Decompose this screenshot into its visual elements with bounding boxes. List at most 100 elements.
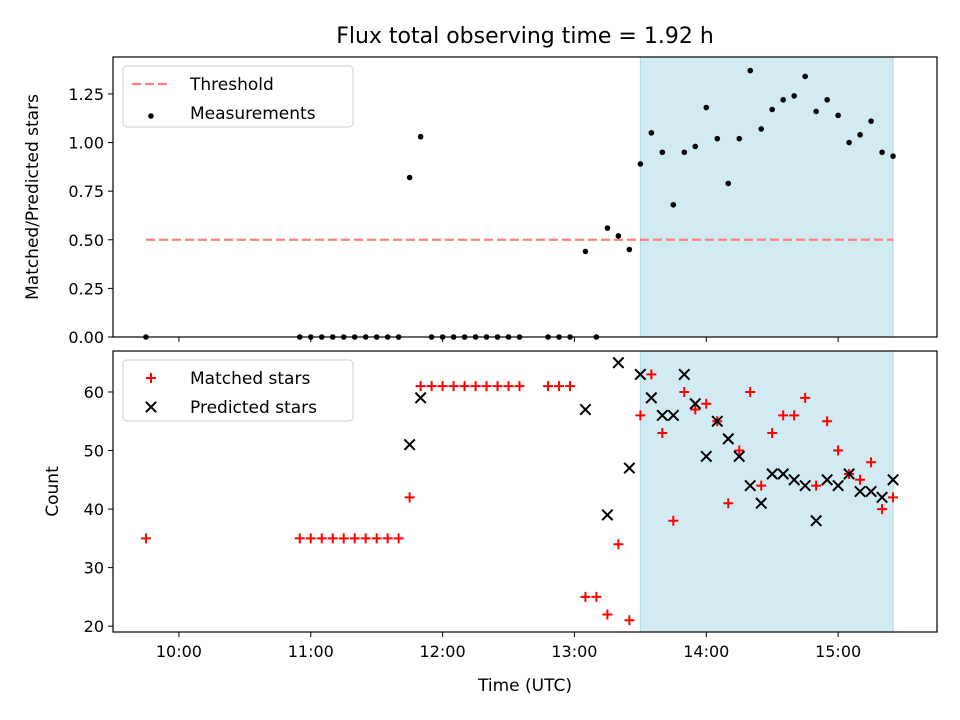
matched-star-point	[690, 404, 701, 415]
measurement-point	[406, 174, 413, 181]
y-tick-label: 0.75	[68, 182, 104, 201]
observing-window-shade	[639, 56, 894, 338]
measurement-point	[681, 149, 688, 156]
matched-star-point	[591, 591, 602, 602]
matched-star-point	[822, 416, 833, 427]
measurement-point	[879, 149, 885, 156]
matched-star-point	[756, 480, 767, 491]
matched-star-point	[877, 504, 888, 515]
matched-star-point	[723, 498, 734, 509]
y-tick-label: 0.00	[68, 328, 104, 347]
matched-star-point	[316, 533, 327, 544]
matched-star-point	[503, 381, 514, 392]
matched-star-point	[866, 457, 877, 468]
predicted-star-point	[887, 473, 899, 486]
figure-title: Flux total observing time = 1.92 h	[336, 24, 714, 49]
legend-measurement-marker	[148, 113, 154, 119]
measurement-point	[725, 180, 732, 187]
x-axis-label: Time (UTC)	[477, 676, 572, 696]
predicted-star-point	[667, 409, 680, 422]
observing-window-shade	[639, 350, 894, 633]
predicted-star-point	[810, 514, 823, 527]
x-tick-label: 14:00	[683, 642, 729, 661]
measurement-point	[857, 131, 863, 138]
matched-star-point	[657, 427, 668, 438]
measurement-point	[835, 112, 841, 119]
count-plot-frame	[112, 350, 938, 633]
matched-star-point	[613, 539, 624, 550]
matched-star-point	[635, 410, 646, 421]
measurement-point	[747, 67, 754, 74]
matched-star-point	[415, 381, 426, 392]
x-tick-label: 12:00	[420, 642, 466, 661]
predicted-star-point	[700, 450, 713, 463]
predicted-star-point	[645, 391, 658, 404]
matched-star-point	[349, 533, 360, 544]
predicted-star-point	[689, 397, 702, 410]
predicted-star-point	[788, 473, 801, 486]
matched-star-point	[437, 381, 448, 392]
predicted-star-point	[799, 479, 812, 492]
matched-star-point	[580, 591, 591, 602]
y-tick-label: 0.25	[68, 279, 104, 298]
measurement-point	[615, 233, 622, 239]
predicted-star-point	[766, 468, 779, 480]
matched-star-point	[481, 381, 492, 392]
predicted-star-point	[601, 509, 614, 521]
x-tick-label: 15:00	[815, 642, 861, 661]
matched-star-point	[679, 386, 690, 397]
predicted-star-point	[403, 438, 416, 451]
shaded-span	[639, 350, 894, 633]
matched-star-point	[404, 492, 415, 503]
matched-star-point	[565, 381, 576, 392]
matched-star-point	[305, 533, 316, 544]
matched-star-point	[393, 533, 404, 544]
matched-star-point	[745, 386, 756, 397]
matched-star-point	[811, 480, 822, 491]
shaded-span	[639, 56, 894, 338]
matched-star-point	[800, 392, 811, 403]
legend-label: Measurements	[190, 104, 316, 124]
measurement-point	[791, 93, 797, 99]
measurement-point	[846, 139, 852, 146]
y-tick-label: 50	[84, 442, 104, 461]
predicted-star-point	[854, 485, 867, 498]
matched-star-point	[646, 369, 657, 380]
count-plot-data	[140, 356, 899, 626]
measurement-point	[780, 96, 786, 103]
predicted-star-point	[678, 368, 691, 381]
predicted-star-point	[733, 450, 746, 463]
matched-star-point	[382, 533, 393, 544]
measurement-point	[417, 133, 424, 140]
ratio-x-ticks	[178, 337, 839, 342]
matched-star-point	[338, 533, 349, 544]
predicted-star-point	[821, 473, 834, 486]
predicted-star-point	[612, 356, 625, 369]
matched-star-point	[470, 381, 481, 392]
matched-star-point	[789, 410, 800, 421]
ratio-legend: Threshold Measurements	[122, 65, 354, 128]
measurement-point	[604, 225, 611, 231]
matched-star-point	[701, 398, 712, 409]
x-tick-label: 13:00	[551, 642, 597, 661]
matched-star-point	[448, 381, 459, 392]
y-tick-label: 1.00	[68, 134, 104, 153]
measurement-point	[890, 153, 896, 159]
y-tick-label: 20	[84, 617, 104, 636]
legend-box	[122, 65, 354, 128]
count-y-ticks: 20 30 40 50 60	[84, 383, 113, 636]
predicted-star-point	[777, 468, 790, 480]
predicted-star-point	[843, 468, 856, 480]
legend-matched-marker	[146, 373, 156, 383]
matched-star-point	[459, 381, 470, 392]
matched-star-point	[668, 515, 679, 526]
measurement-point	[824, 96, 830, 103]
matched-star-point	[855, 474, 866, 485]
legend-predicted-marker	[145, 401, 157, 413]
measurement-point	[670, 201, 677, 208]
matched-star-point	[426, 381, 437, 392]
count-legend: Matched stars Predicted stars	[122, 359, 354, 422]
measurement-point	[692, 143, 699, 150]
matched-star-point	[554, 381, 565, 392]
measurement-point	[703, 104, 710, 111]
